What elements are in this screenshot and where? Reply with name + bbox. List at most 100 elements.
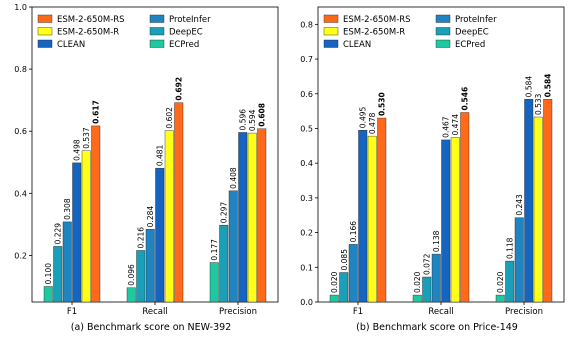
bar-value-label: 0.584 <box>525 76 534 98</box>
bar-proteinfer <box>514 217 524 303</box>
bar-value-label: 0.537 <box>82 127 91 149</box>
legend-swatch <box>37 14 53 23</box>
legend-label: ESM-2-650M-RS <box>343 15 411 25</box>
legend-swatch <box>149 27 165 36</box>
bar-value-label: 0.474 <box>451 114 460 136</box>
x-tick-label: F1 <box>67 307 77 317</box>
bar-value-label: 0.216 <box>137 227 146 249</box>
chart-panel-b: 0.00.10.20.30.40.50.60.70.8F10.0200.0850… <box>300 6 565 333</box>
bar-value-label: 0.118 <box>506 237 515 259</box>
panel-caption: (a) Benchmark score on NEW-392 <box>71 322 231 333</box>
bar-proteinfer <box>228 190 238 303</box>
legend-swatch <box>37 27 53 36</box>
bar-esm-2-650m-rs <box>377 117 387 303</box>
bar-proteinfer <box>62 221 72 303</box>
y-tick-label: 0.2 <box>300 229 313 238</box>
legend-label: DeepEC <box>169 28 203 38</box>
y-tick-label: 0.5 <box>300 124 313 133</box>
bar-value-label: 0.072 <box>423 253 432 275</box>
bar-esm-2-650m-r <box>367 135 377 303</box>
y-tick-label: 0.3 <box>300 194 313 203</box>
bar-value-label: 0.533 <box>534 93 543 115</box>
bar-ecpred <box>209 262 219 303</box>
bar-esm-2-650m-rs <box>174 102 184 303</box>
y-tick-label: 0.6 <box>300 90 313 99</box>
bar-ecpred <box>126 287 136 303</box>
bar-value-label: 0.229 <box>54 223 63 245</box>
y-tick-label: 0.0 <box>300 298 313 307</box>
x-tick-label: Recall <box>428 307 453 317</box>
bar-esm-2-650m-rs <box>460 112 470 303</box>
legend-label: ESM-2-650M-R <box>57 28 119 38</box>
bar-proteinfer <box>348 244 358 303</box>
y-tick-label: 0.1 <box>300 263 313 272</box>
bar-value-label: 0.166 <box>349 221 358 243</box>
legend-swatch <box>323 39 339 48</box>
bar-value-label: 0.608 <box>258 103 267 127</box>
y-tick-label: 0.4 <box>300 159 313 168</box>
legend-swatch <box>435 27 451 36</box>
legend-label: ESM-2-650M-R <box>343 28 405 38</box>
y-tick-label: 0.8 <box>14 65 27 74</box>
bar-value-label: 0.297 <box>220 202 229 224</box>
bar-clean <box>155 167 165 303</box>
bar-value-label: 0.692 <box>175 77 184 101</box>
x-tick-label: Precision <box>505 307 543 317</box>
legend-swatch <box>435 39 451 48</box>
bar-value-label: 0.584 <box>544 74 553 98</box>
bar-value-label: 0.138 <box>432 230 441 252</box>
bar-value-label: 0.020 <box>496 271 505 293</box>
y-tick-label: 0.7 <box>300 55 313 64</box>
legend-label: ECPred <box>455 40 485 50</box>
x-tick-label: Precision <box>219 307 257 317</box>
legend-swatch <box>323 27 339 36</box>
bar-esm-2-650m-r <box>533 116 543 303</box>
bar-clean <box>524 99 534 303</box>
bar-clean <box>72 162 82 303</box>
bar-clean <box>358 130 368 303</box>
bar-clean <box>441 139 451 303</box>
bar-esm-2-650m-rs <box>257 128 267 303</box>
x-tick-label: F1 <box>353 307 363 317</box>
bar-esm-2-650m-r <box>164 130 174 303</box>
bar-value-label: 0.495 <box>359 107 368 129</box>
bar-deepec <box>505 260 515 303</box>
bar-esm-2-650m-r <box>81 150 91 303</box>
legend-swatch <box>323 14 339 23</box>
bar-proteinfer <box>431 253 441 303</box>
legend: ESM-2-650M-RS ESM-2-650M-R CLEAN ProteInfer… <box>37 14 211 50</box>
bar-value-label: 0.617 <box>92 100 101 124</box>
legend-swatch <box>37 39 53 48</box>
y-tick-label: 0.8 <box>300 20 313 29</box>
bar-value-label: 0.408 <box>229 167 238 189</box>
bar-value-label: 0.602 <box>165 107 174 129</box>
legend-label: ProteInfer <box>169 15 211 25</box>
bar-esm-2-650m-rs <box>91 125 101 303</box>
y-tick-label: 0.6 <box>14 127 27 136</box>
legend-label: ESM-2-650M-RS <box>57 15 125 25</box>
bar-deepec <box>339 272 349 303</box>
legend-label: CLEAN <box>57 40 85 50</box>
bar-value-label: 0.594 <box>248 109 257 131</box>
chart-panel-a: 0.20.40.60.81.0F10.1000.2290.3080.4980.5… <box>14 3 279 333</box>
bar-ecpred <box>412 294 422 303</box>
bar-esm-2-650m-rs <box>543 99 553 303</box>
bar-value-label: 0.284 <box>146 206 155 228</box>
bar-value-label: 0.481 <box>156 144 165 166</box>
bar-value-label: 0.530 <box>378 92 387 116</box>
bar-ecpred <box>329 294 339 303</box>
bar-value-label: 0.020 <box>413 271 422 293</box>
bar-value-label: 0.177 <box>210 239 219 261</box>
bar-esm-2-650m-r <box>247 132 257 303</box>
bar-esm-2-650m-r <box>450 137 460 303</box>
bar-value-label: 0.467 <box>442 116 451 138</box>
bar-value-label: 0.100 <box>44 263 53 285</box>
bar-ecpred <box>495 294 505 303</box>
bar-value-label: 0.020 <box>330 271 339 293</box>
legend-label: ProteInfer <box>455 15 497 25</box>
legend-swatch <box>149 14 165 23</box>
bar-ecpred <box>43 286 53 303</box>
bar-value-label: 0.596 <box>239 109 248 131</box>
x-tick-label: Recall <box>142 307 167 317</box>
